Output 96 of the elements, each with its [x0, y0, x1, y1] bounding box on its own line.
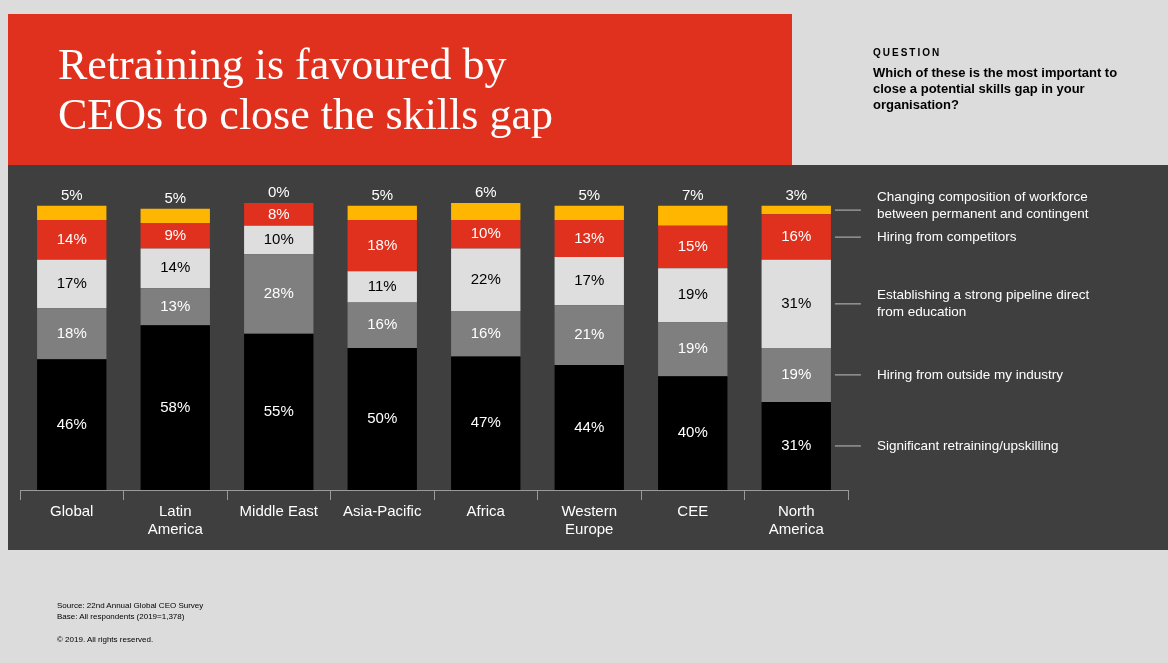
bar	[451, 248, 521, 311]
data-label: 13%	[574, 228, 605, 246]
bar	[451, 310, 521, 357]
data-label: 55%	[263, 402, 294, 419]
bar	[37, 308, 107, 360]
data-label: 3%	[785, 185, 808, 203]
bar	[347, 347, 417, 490]
bar	[37, 259, 107, 309]
x-tick-label: Global	[50, 502, 94, 520]
data-label: 5%	[371, 185, 394, 203]
text: Significant retraining/upskilling	[876, 437, 1059, 453]
text: QUESTION	[873, 47, 942, 58]
x-tick-label: Africa	[466, 502, 506, 520]
data-label: 16%	[470, 323, 501, 341]
data-label: 10%	[470, 224, 501, 242]
bar	[658, 225, 728, 269]
bar	[554, 364, 624, 490]
text: Hiring from competitors	[876, 228, 1017, 244]
data-label: 19%	[677, 339, 708, 357]
text: Changing composition of workforce between permanent and contingent	[876, 189, 1089, 222]
bar	[140, 325, 210, 490]
bar	[140, 248, 210, 289]
text: Establishing a strong pipeline direct from education	[876, 287, 1090, 320]
source-note: Source: 22nd Annual Global CEO Survey	[57, 600, 204, 611]
data-label: 11%	[367, 276, 397, 294]
data-label: 14%	[56, 230, 87, 248]
bar	[140, 208, 210, 223]
bar	[347, 271, 417, 303]
data-label: 15%	[677, 237, 708, 255]
text: © 2019. All rights reserved.	[57, 634, 155, 645]
data-label: 44%	[574, 417, 605, 435]
bar	[244, 254, 314, 334]
data-label: 6%	[474, 183, 497, 201]
data-label: 10%	[263, 230, 294, 248]
x-tick-label: Western Europe	[561, 502, 618, 538]
bar	[37, 359, 107, 490]
data-label: 31%	[781, 436, 812, 454]
bar	[37, 205, 107, 221]
text: Base: All respondents (2019=1,378)	[57, 611, 186, 622]
bar	[554, 256, 624, 306]
bar	[761, 401, 831, 490]
x-tick-label: Asia-Pacific	[343, 502, 422, 520]
data-label: 16%	[781, 227, 812, 245]
data-label: 28%	[263, 284, 294, 302]
chart-title: Retraining is favoured by CEOs to close the skills gap	[58, 40, 554, 140]
data-label: 21%	[574, 325, 605, 343]
bar	[554, 205, 624, 221]
bar	[140, 288, 210, 326]
data-label: 17%	[574, 271, 605, 289]
x-tick-label: CEE	[677, 502, 709, 520]
bar	[347, 302, 417, 348]
data-label: 5%	[578, 185, 601, 203]
data-label: 40%	[677, 423, 708, 441]
bar	[761, 205, 831, 215]
bar	[554, 220, 624, 257]
bar	[451, 203, 521, 221]
bar	[554, 305, 624, 365]
data-label: 14%	[160, 258, 191, 276]
bar	[658, 376, 728, 490]
data-label: 22%	[470, 269, 501, 287]
bar	[37, 220, 107, 260]
bar	[761, 214, 831, 260]
bar	[244, 333, 314, 490]
data-label: 5%	[164, 188, 187, 206]
text: Hiring from outside my industry	[876, 366, 1064, 382]
bar	[658, 268, 728, 323]
x-tick-label: Middle East	[239, 502, 319, 520]
data-label: 19%	[677, 285, 708, 303]
data-label: 0%	[267, 183, 290, 201]
data-label: 16%	[367, 315, 398, 333]
bar	[140, 222, 210, 249]
bar	[347, 220, 417, 272]
bar	[451, 356, 521, 490]
x-tick-label: Latin America	[147, 502, 204, 538]
bar	[658, 205, 728, 226]
bar	[658, 322, 728, 377]
data-label: 31%	[781, 294, 812, 312]
data-label: 19%	[781, 365, 812, 383]
bar	[244, 203, 314, 226]
bar	[761, 347, 831, 402]
text: Which of these is the most important to close a potential skills gap in your organisation?	[873, 65, 1119, 113]
data-label: 18%	[56, 323, 87, 341]
data-label: 17%	[56, 274, 87, 292]
data-label: 58%	[160, 397, 191, 415]
data-label: 9%	[164, 225, 187, 243]
data-label: 50%	[367, 409, 398, 427]
bar	[761, 259, 831, 348]
bar	[347, 205, 417, 221]
data-label: 46%	[56, 414, 87, 432]
x-tick-label: North America	[768, 502, 825, 538]
data-label: 8%	[267, 204, 290, 222]
data-label: 7%	[681, 185, 704, 203]
data-label: 5%	[60, 185, 83, 203]
data-label: 13%	[160, 296, 191, 314]
data-label: 18%	[367, 235, 398, 253]
data-label: 47%	[470, 413, 501, 431]
